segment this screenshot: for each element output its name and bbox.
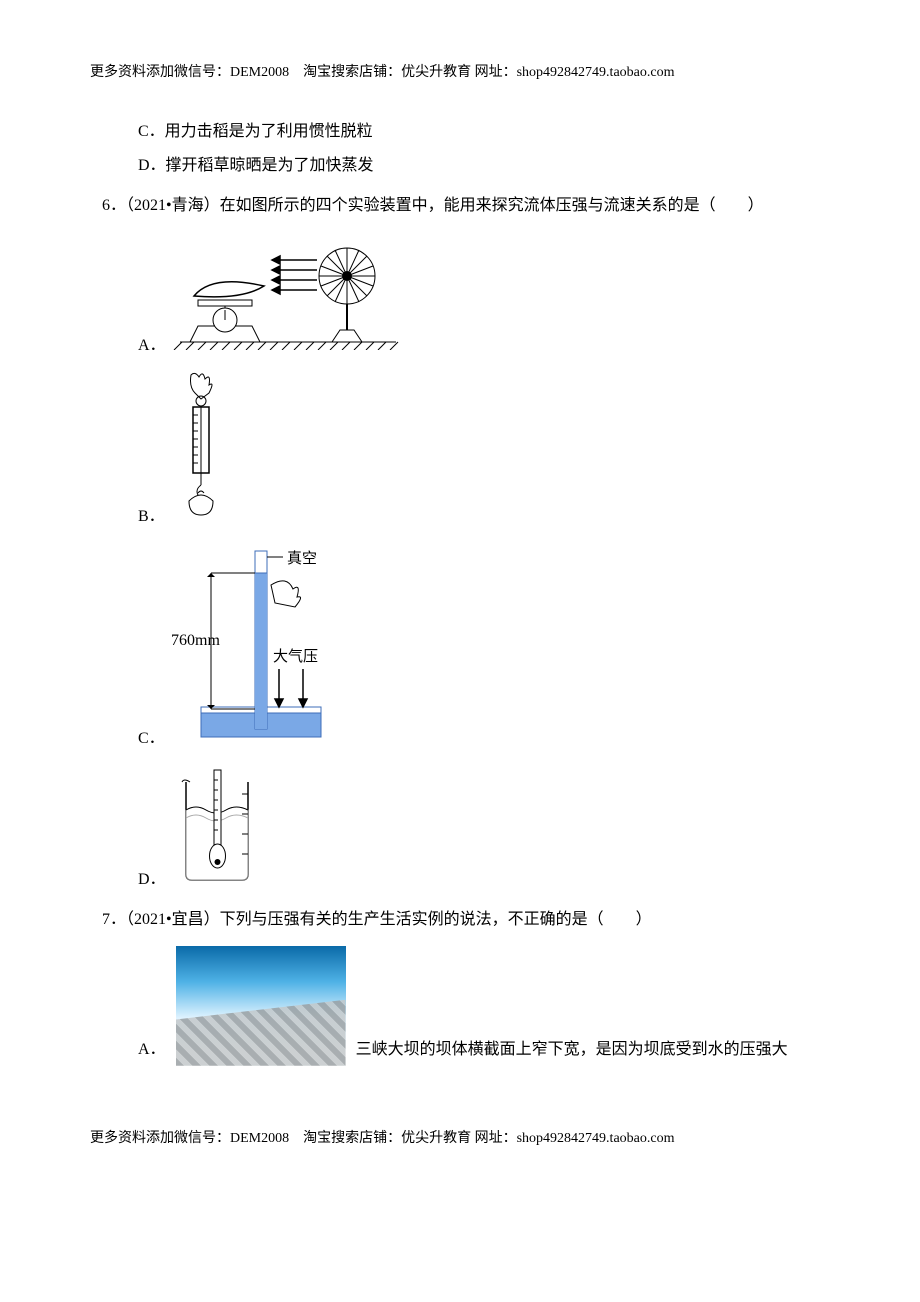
q6-option-a-label: A． <box>138 331 166 361</box>
q6-figure-c: 真空 760mm 大气压 <box>171 543 351 754</box>
q6-option-b-row: B． <box>90 371 830 532</box>
q6-option-b-label: B． <box>138 502 165 532</box>
q6-option-d-row: D． <box>90 764 830 895</box>
figc-height-label: 760mm <box>171 632 220 649</box>
q7-option-a-text: 三峡大坝的坝体横截面上窄下宽，是因为坝底受到水的压强大 <box>356 1035 788 1065</box>
q6-option-c-row: C． 真空 760mm 大气压 <box>90 543 830 754</box>
dam-photo-icon <box>176 946 346 1066</box>
q6-figure-d <box>172 764 262 895</box>
figc-atm-label: 大气压 <box>273 648 318 665</box>
q7-option-a-label: A． <box>138 1035 166 1065</box>
q6-option-d-label: D． <box>138 865 166 895</box>
q6-figure-a <box>172 230 402 361</box>
q6-stem: 6．（2021•青海）在如图所示的四个实验装置中，能用来探究流体压强与流速关系的… <box>90 191 830 221</box>
q6-option-c-label: C． <box>138 724 165 754</box>
q6-option-a-row: A． <box>90 230 830 361</box>
q5-option-c: C．用力击稻是为了利用惯性脱粒 <box>90 117 830 147</box>
q6-figure-b <box>171 371 231 532</box>
q5-option-d: D．撑开稻草晾晒是为了加快蒸发 <box>90 151 830 181</box>
q7-stem: 7．（2021•宜昌）下列与压强有关的生产生活实例的说法，不正确的是（ ） <box>90 905 830 935</box>
figc-vacuum-label: 真空 <box>287 549 317 567</box>
page-footer: 更多资料添加微信号：DEM2008 淘宝搜索店铺：优尖升教育 网址：shop49… <box>90 1126 830 1153</box>
page-header: 更多资料添加微信号：DEM2008 淘宝搜索店铺：优尖升教育 网址：shop49… <box>90 60 830 87</box>
q7-option-a-row: A． 三峡大坝的坝体横截面上窄下宽，是因为坝底受到水的压强大 <box>90 946 830 1066</box>
